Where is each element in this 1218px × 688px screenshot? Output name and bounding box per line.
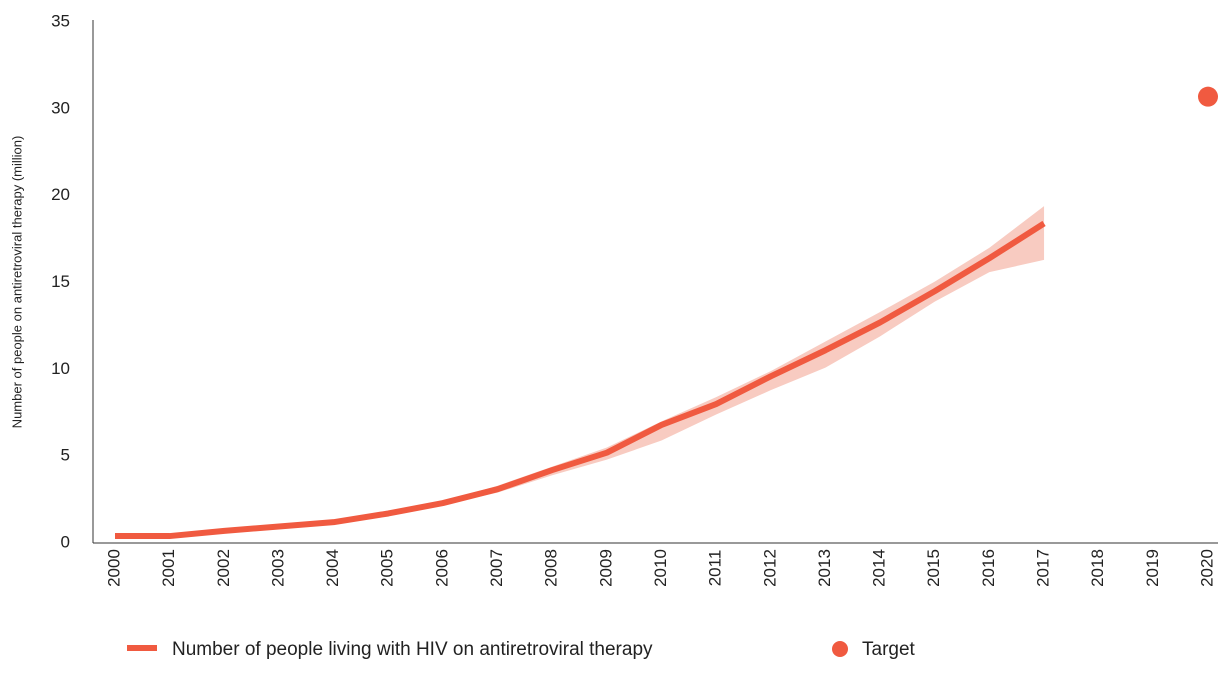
x-tick-label: 2003 [268,549,287,587]
x-tick-label: 2020 [1197,549,1216,587]
uncertainty-band [115,206,1045,537]
x-tick-label: 2010 [651,549,670,587]
legend-swatch [832,641,848,657]
y-tick-label: 15 [51,272,70,291]
x-tick-label: 2001 [159,549,178,587]
x-tick-label: 2009 [596,549,615,587]
x-tick-label: 2013 [815,549,834,587]
y-tick-label: 30 [51,98,70,117]
x-tick-label: 2007 [487,549,506,587]
y-tick-label: 5 [61,446,70,465]
target-point [1198,86,1218,107]
x-tick-label: 2005 [378,549,397,587]
legend-label: Number of people living with HIV on anti… [172,639,653,660]
x-tick-label: 2018 [1088,549,1107,587]
x-tick-label: 2004 [323,549,342,587]
y-tick-label: 20 [51,185,70,204]
x-tick-label: 2016 [979,549,998,587]
x-tick-label: 2006 [432,549,451,587]
x-tick-label: 2000 [104,549,123,587]
y-tick-label: 10 [51,359,70,378]
x-tick-label: 2017 [1034,549,1053,587]
x-tick-label: 2002 [214,549,233,587]
x-tick-label: 2014 [870,549,889,587]
x-tick-label: 2011 [706,550,725,587]
series-line [115,220,1046,540]
y-axis-title: Number of people on antiretroviral thera… [9,136,24,429]
x-tick-label: 2019 [1143,549,1162,587]
y-tick-label: 35 [51,11,70,30]
x-tick-label: 2015 [924,549,943,587]
y-tick-label: 0 [61,532,70,551]
legend-label: Target [862,639,916,660]
x-tick-label: 2012 [760,549,779,587]
x-tick-label: 2008 [542,549,561,587]
